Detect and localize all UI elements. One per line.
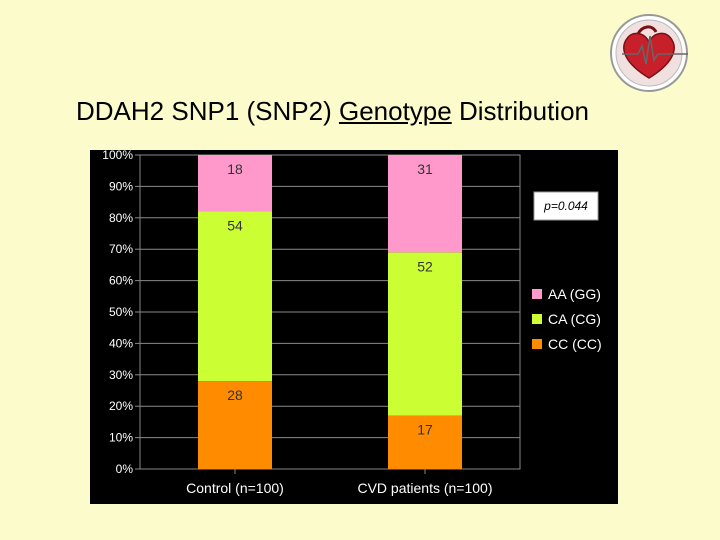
y-tick-label: 80% xyxy=(109,211,133,225)
title-underlined: Genotype xyxy=(338,96,452,126)
bar-segment xyxy=(198,155,272,212)
annotation-text: p=0.044 xyxy=(543,199,588,213)
data-label: 31 xyxy=(417,161,433,177)
bar-segment xyxy=(198,211,272,382)
category-label: Control (n=100) xyxy=(186,480,284,496)
data-label: 52 xyxy=(417,258,433,274)
y-tick-label: 50% xyxy=(109,305,133,319)
y-tick-label: 100% xyxy=(102,150,133,162)
bar-segment xyxy=(388,252,462,416)
bar-segment xyxy=(388,415,462,469)
title-part2: Distribution xyxy=(451,96,589,126)
heart-ecg-icon xyxy=(608,12,690,94)
slide-title: DDAH2 SNP1 (SNP2) Genotype Distribution xyxy=(76,96,589,127)
y-tick-label: 40% xyxy=(109,336,133,350)
y-tick-label: 0% xyxy=(116,462,134,476)
chart-panel: 0% 10% 20% 30% 40% 50% 60% 70% 80% 90% 100% 28 54 18… xyxy=(90,148,618,504)
data-label: 18 xyxy=(227,161,243,177)
data-label: 54 xyxy=(227,218,243,234)
y-tick-label: 10% xyxy=(109,431,133,445)
legend-label: AA (GG) xyxy=(548,286,601,302)
bar-segment xyxy=(388,155,462,253)
legend-label: CC (CC) xyxy=(548,336,602,352)
y-tick-label: 70% xyxy=(109,242,133,256)
data-label: 28 xyxy=(227,387,243,403)
y-tick-label: 60% xyxy=(109,274,133,288)
data-label: 17 xyxy=(417,422,433,438)
y-tick-label: 30% xyxy=(109,368,133,382)
legend-swatch xyxy=(532,289,542,299)
y-tick-label: 20% xyxy=(109,399,133,413)
legend-swatch xyxy=(532,339,542,349)
title-part1: DDAH2 SNP1 (SNP2) xyxy=(76,96,339,126)
category-label: CVD patients (n=100) xyxy=(357,480,492,496)
y-tick-label: 90% xyxy=(109,179,133,193)
bar-segment xyxy=(198,381,272,469)
legend-swatch xyxy=(532,314,542,324)
legend-label: CA (CG) xyxy=(548,311,601,327)
annotation-box xyxy=(533,191,599,221)
stacked-bar-chart: 0% 10% 20% 30% 40% 50% 60% 70% 80% 90% 100% 28 54 18… xyxy=(102,148,602,496)
